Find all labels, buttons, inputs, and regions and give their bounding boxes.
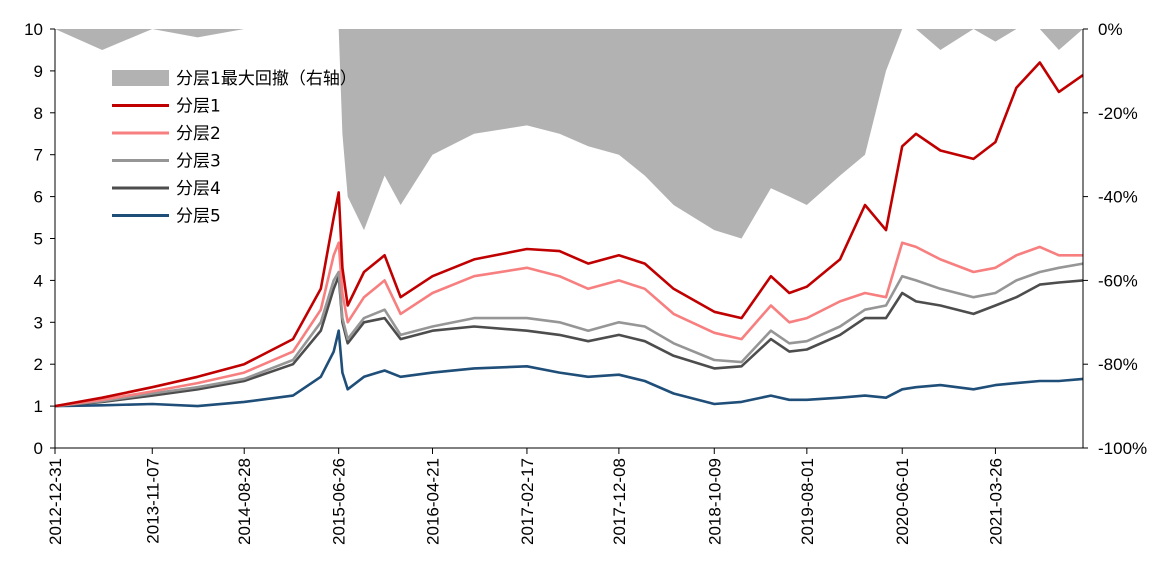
legend-label: 分层4: [176, 179, 221, 199]
legend-label: 分层2: [176, 124, 221, 144]
series-lines-layer: [54, 61, 1084, 408]
legend-label: 分层5: [176, 207, 221, 227]
series-line-3: [54, 262, 1084, 408]
left-tick-label: 6: [34, 188, 43, 207]
legend-label: 分层1最大回撤（右轴）: [176, 69, 357, 89]
x-tick-label: 2017-12-08: [610, 458, 629, 545]
legend-label: 分层3: [176, 152, 221, 172]
x-tick-label: 2013-11-07: [143, 458, 162, 544]
right-tick-label: -60%: [1098, 271, 1138, 290]
right-axis-ticks: 0% -20% -40% -60% -80% -100%: [1083, 20, 1147, 458]
left-tick-label: 0: [34, 439, 43, 458]
series-line-1: [54, 61, 1084, 408]
x-tick-label: 2016-04-21: [423, 458, 442, 545]
series-line-2: [54, 241, 1083, 408]
left-tick-label: 4: [34, 271, 43, 290]
right-tick-label: -40%: [1098, 188, 1138, 207]
left-tick-label: 1: [34, 397, 43, 416]
series-drawdown-area: [55, 29, 1083, 239]
left-tick-label: 2: [34, 355, 43, 374]
x-tick-label: 2012-12-31: [46, 458, 65, 545]
left-tick-label: 3: [34, 313, 43, 332]
left-tick-label: 10: [24, 20, 43, 39]
right-tick-label: 0%: [1098, 20, 1123, 39]
series-line-4: [54, 274, 1084, 408]
left-tick-label: 5: [34, 230, 43, 249]
x-tick-label: 2015-06-26: [330, 458, 349, 545]
left-tick-label: 9: [34, 62, 43, 81]
series-line-5: [54, 329, 1084, 408]
legend-swatch-area: [112, 70, 169, 86]
x-tick-label: 2020-06-01: [893, 458, 912, 545]
x-axis-ticks: 2012-12-31 2013-11-07 2014-08-28 2015-06-26…: [46, 448, 1005, 545]
right-tick-label: -20%: [1098, 104, 1138, 123]
left-tick-label: 7: [34, 146, 43, 165]
left-axis-ticks: 0 1 2 3 4 5 6 7 8 9 10: [24, 20, 55, 458]
x-tick-label: 2018-10-09: [705, 458, 724, 545]
x-tick-label: 2019-08-01: [798, 458, 817, 545]
x-tick-label: 2017-02-17: [518, 458, 537, 545]
right-tick-label: -80%: [1098, 355, 1138, 374]
drawdown-area-layer: [55, 29, 1083, 239]
legend: 分层1最大回撤（右轴） 分层1 分层2 分层3 分层4 分层5: [112, 69, 357, 227]
x-tick-label: 2021-03-26: [986, 458, 1005, 545]
left-tick-label: 8: [34, 104, 43, 123]
x-tick-label: 2014-08-28: [235, 458, 254, 545]
right-tick-label: -100%: [1098, 439, 1147, 458]
legend-label: 分层1: [176, 97, 221, 117]
